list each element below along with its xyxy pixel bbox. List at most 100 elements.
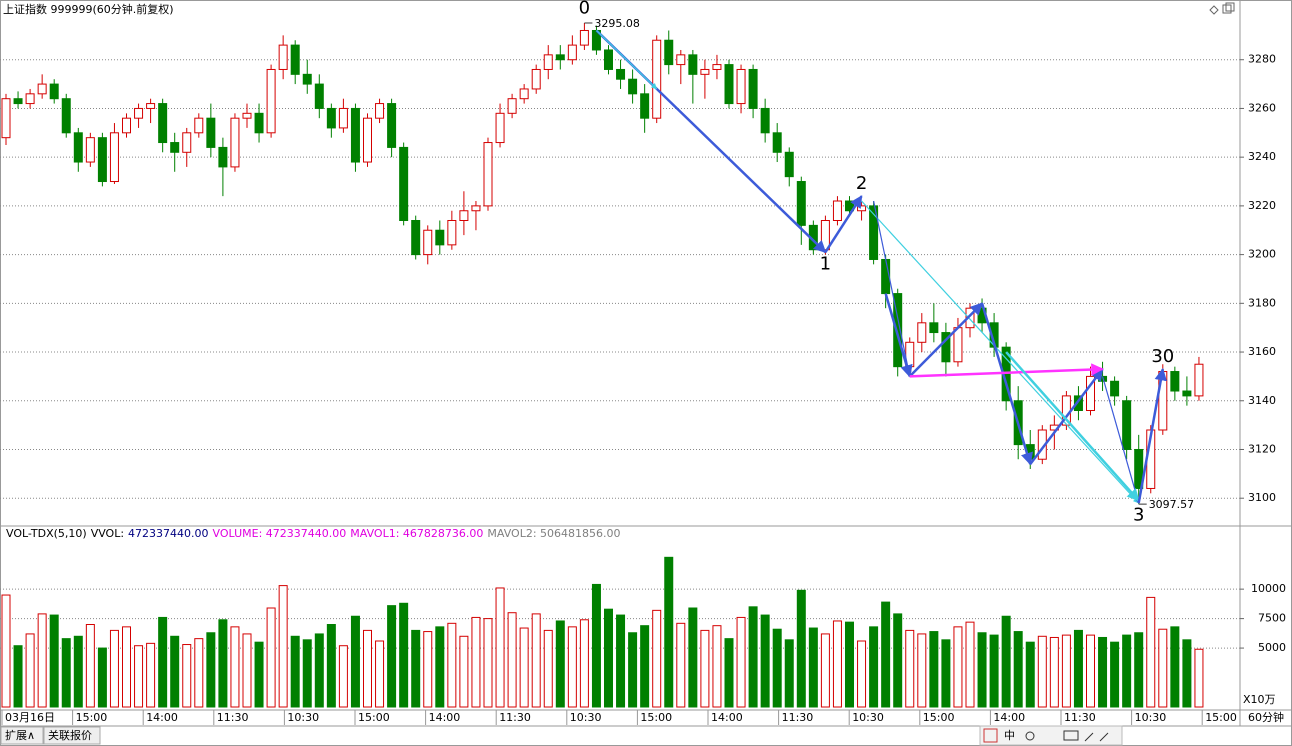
candle-body: [857, 205, 867, 212]
ime-mode[interactable]: 中: [1004, 729, 1015, 742]
candle-body: [459, 210, 469, 221]
volume-bar: [134, 645, 144, 708]
candle-body: [1073, 395, 1083, 412]
x-tick-label: 10:30: [570, 711, 602, 724]
volume-bar: [182, 644, 192, 708]
volume-bar: [1122, 634, 1132, 708]
volume-bar: [61, 638, 71, 708]
volume-bar: [977, 632, 987, 708]
x-tick-label: 15:00: [76, 711, 108, 724]
tab-label[interactable]: 扩展∧: [5, 728, 35, 742]
wave-line: [1137, 367, 1167, 504]
volume-bar: [158, 616, 168, 708]
volume-stat: MAVOL2: 506481856.00: [487, 527, 620, 540]
volume-bar: [857, 640, 867, 708]
candle-body: [375, 103, 385, 119]
candle-body: [676, 54, 686, 66]
y-tick-label: 7500: [1258, 612, 1286, 625]
volume-bar: [85, 624, 95, 708]
volume-bar: [471, 616, 481, 708]
icon-window[interactable]: [1222, 4, 1232, 14]
x-tick-label: 11:30: [217, 711, 249, 724]
wave-line: [909, 363, 1104, 378]
candle-body: [1, 98, 11, 139]
ime-icon[interactable]: [1084, 732, 1109, 742]
ime-icon[interactable]: [983, 728, 998, 743]
volume-bar: [832, 620, 842, 708]
ime-icon[interactable]: [1025, 731, 1035, 741]
volume-bar: [411, 629, 421, 708]
wave-line: [980, 302, 1034, 466]
candle-body: [302, 73, 312, 85]
volume-bar: [459, 635, 469, 708]
y-tick-label: 3120: [1248, 442, 1276, 455]
volume-bar: [13, 645, 23, 708]
volume-bar: [122, 626, 131, 708]
y-tick-label: 3280: [1248, 53, 1276, 66]
volume-bar: [555, 620, 565, 708]
candle-body: [49, 83, 59, 100]
volume-bar: [700, 629, 710, 708]
tab-label[interactable]: 关联报价: [48, 728, 92, 742]
x-tick-label: 14:00: [146, 711, 178, 724]
candle-body: [1122, 400, 1132, 450]
wave-line: [861, 200, 1140, 504]
volume-bar: [929, 631, 939, 708]
candle-body: [25, 93, 35, 105]
price-label: 3295.08: [594, 17, 640, 30]
volume-bar: [808, 627, 818, 708]
candle-body: [628, 78, 638, 95]
wave-label: 2: [856, 173, 867, 194]
volume-bar: [543, 629, 553, 708]
volume-bar: [1110, 641, 1120, 708]
volume-bar: [591, 583, 601, 708]
candle-body: [122, 117, 131, 134]
volume-bar: [375, 640, 385, 708]
volume-bar: [531, 613, 541, 708]
candle-body: [471, 205, 481, 212]
tab[interactable]: [0, 726, 44, 745]
volume-bar: [206, 632, 216, 708]
volume-stat: MAVOL1: 467828736.00: [350, 527, 483, 540]
volume-bar: [736, 616, 746, 708]
volume-bar: [242, 633, 252, 708]
tab[interactable]: [43, 726, 101, 745]
x-tick-label: 14:00: [711, 711, 743, 724]
wave-label: 1: [820, 253, 831, 274]
volume-bar: [447, 622, 457, 708]
price-label: 3097.57: [1149, 498, 1195, 511]
volume-bar: [109, 629, 119, 708]
volume-bar: [1, 594, 11, 708]
x-tick-label: 15:00: [923, 711, 955, 724]
candle-body: [1182, 390, 1192, 397]
volume-bar: [326, 624, 336, 708]
volume-stat: VOL-TDX(5,10): [6, 527, 87, 540]
wave-label: 3: [1133, 504, 1144, 525]
y-tick-label: 3180: [1248, 296, 1276, 309]
volume-bar: [73, 635, 83, 708]
candle-body: [483, 142, 493, 207]
icon-diamond[interactable]: [1209, 5, 1219, 15]
volume-stat: 472337440.00: [128, 527, 208, 540]
icon-window[interactable]: [1225, 2, 1235, 12]
candle-body: [953, 327, 963, 363]
volume-bar: [49, 614, 59, 708]
volume-bar: [495, 587, 505, 708]
volume-bar: [796, 589, 806, 708]
candle-body: [917, 322, 927, 343]
candle-body: [881, 258, 891, 295]
candle-body: [326, 107, 336, 129]
candle-body: [724, 64, 734, 105]
volume-bar: [845, 621, 854, 708]
period-box[interactable]: [1241, 711, 1291, 725]
period[interactable]: 60分钟: [1248, 710, 1284, 724]
candle-body: [278, 44, 288, 70]
volume-bar: [616, 614, 626, 708]
ime-icon[interactable]: [1063, 730, 1079, 741]
volume-bar: [676, 622, 686, 708]
volume-bar: [1049, 636, 1059, 708]
candle-body: [85, 137, 95, 163]
candle-body: [170, 142, 180, 153]
volume-bar: [483, 618, 493, 708]
volume-bar: [1158, 628, 1168, 708]
